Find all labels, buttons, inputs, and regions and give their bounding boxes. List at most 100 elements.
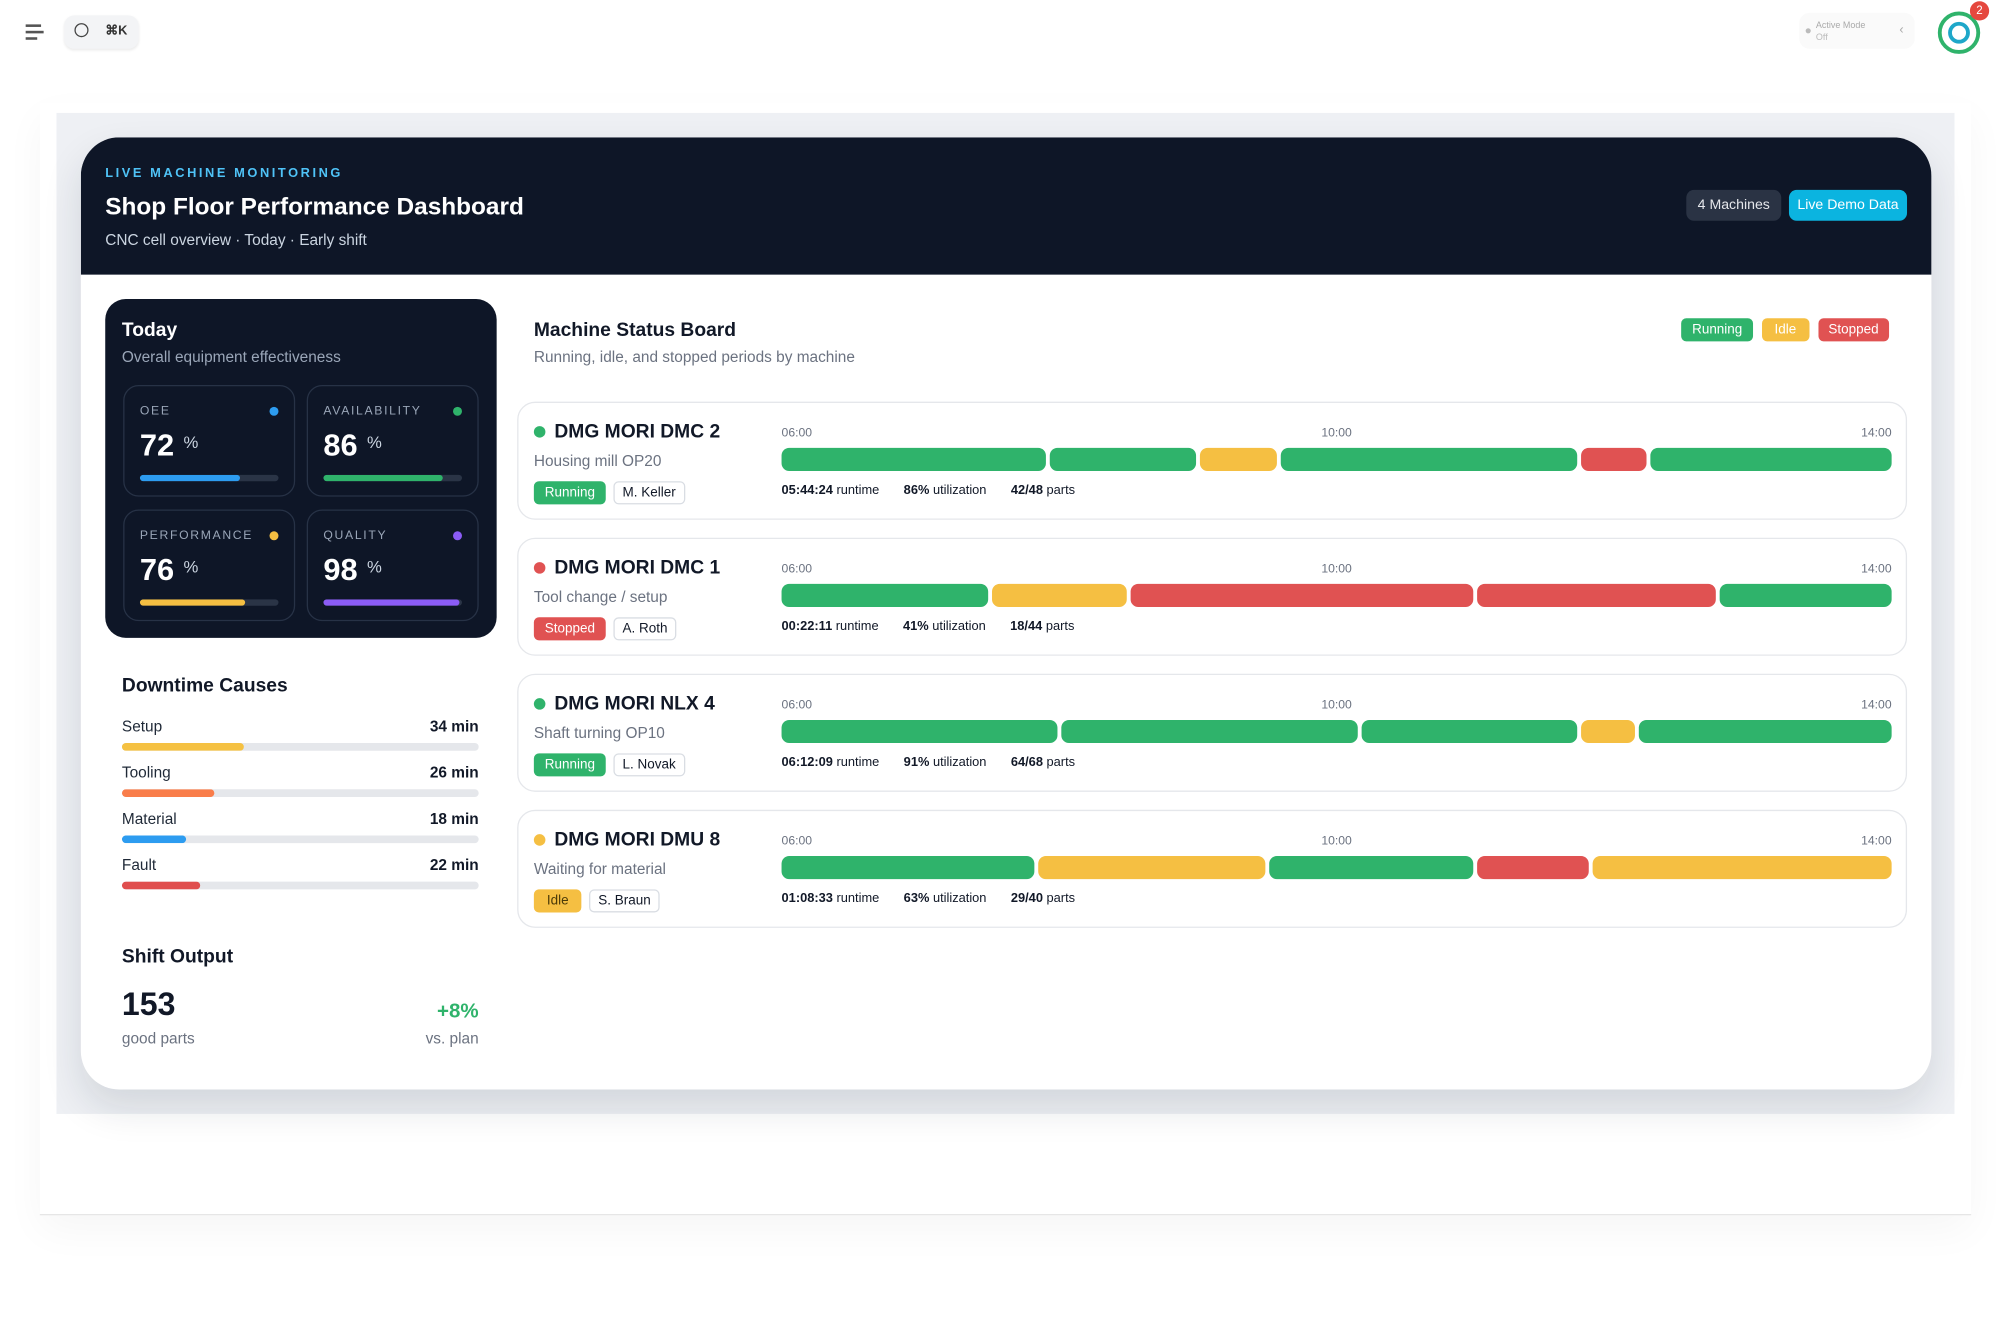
timeline-segment [1199, 447, 1277, 471]
kpi-label: AVAILABILITY [323, 404, 422, 419]
stats: 00:22:11 runtime 41% utilization 18/44 par… [782, 619, 1075, 634]
stats: 01:08:33 runtime 63% utilization 29/40 par… [782, 893, 1076, 906]
stat: 05:44:24 runtime [782, 484, 880, 498]
stat-label: runtime [836, 755, 880, 770]
kpi-unit: % [183, 432, 199, 452]
stat-label: utilization [932, 755, 987, 770]
status-dot [533, 698, 546, 710]
stat-label: parts [1045, 619, 1075, 634]
downtime-unit: min [451, 763, 479, 782]
notification-badge: 2 [1969, 1, 1990, 21]
kpi-unit: % [183, 556, 199, 577]
downtime-bar [121, 743, 244, 751]
stats: 05:44:24 runtime 86% utilization 42/48 par… [782, 483, 1076, 498]
mode-label: Active Mode [1815, 21, 1866, 31]
title: Shop Floor Performance Dashboard [105, 193, 524, 221]
frame [39, 103, 1972, 1216]
operator-pill: M. Keller [613, 481, 685, 505]
kpi-value: 98 [323, 553, 358, 588]
output-title: Shift Output [121, 945, 234, 968]
machine-name: DMG MORI NLX 4 [554, 692, 715, 715]
kpi-dot [269, 531, 279, 541]
time-tick: 14:00 [1861, 834, 1892, 849]
kpi-bar [139, 474, 240, 482]
operation: Tool change / setup [533, 587, 668, 606]
status-pill: Running [533, 481, 606, 505]
timeline-segment [1477, 583, 1717, 608]
mode-toggle[interactable]: Active Mode Off ‹ [1799, 12, 1915, 49]
output-value: 153 [121, 986, 176, 1023]
kpi-tile: AVAILABILITY 86% [306, 384, 479, 497]
shortcut: ⌘K [105, 24, 128, 39]
downtime-value: 34 min [430, 719, 479, 734]
time-tick: 06:00 [781, 698, 813, 713]
badge: Live Demo Data [1788, 189, 1908, 221]
kpi-label: OEE [139, 404, 171, 419]
downtime-label: Setup [121, 717, 163, 736]
stat: 00:22:11 runtime [782, 620, 879, 634]
stat-value: 86% [903, 483, 930, 498]
stat-value: 00:22:11 [781, 619, 833, 634]
stat: 64/68 parts [1011, 756, 1075, 770]
timeline-segment [1049, 447, 1196, 471]
kpi-value: 72 [139, 428, 175, 464]
menu-line [25, 37, 38, 40]
machine-name: DMG MORI DMC 2 [554, 420, 721, 443]
downtime-value: 18 min [430, 811, 479, 826]
time-tick: 14:00 [1861, 562, 1892, 577]
badge: 4 Machines [1686, 189, 1782, 221]
timeline-segment [1581, 447, 1647, 471]
machine-card: DMG MORI DMC 1 Tool change / setup Stopped… [517, 537, 1908, 656]
stat: 01:08:33 runtime [782, 892, 880, 906]
operator-pill: A. Roth [613, 617, 677, 641]
stat-label: runtime [836, 891, 880, 907]
downtime-bar [121, 789, 215, 797]
time-tick: 10:00 [1321, 834, 1352, 849]
kpi-dot [269, 406, 279, 416]
today-title: Today [121, 319, 178, 342]
timeline-segment [1720, 583, 1892, 608]
board-subtitle: Running, idle, and stopped periods by ma… [533, 347, 855, 366]
status-dot [533, 562, 546, 574]
downtime-track [121, 789, 479, 797]
downtime-title: Downtime Causes [121, 675, 288, 697]
kpi-unit: % [367, 432, 382, 452]
today-subtitle: Overall equipment effectiveness [121, 347, 341, 366]
status-pill: Stopped [533, 617, 606, 641]
menu-line [25, 24, 42, 27]
downtime-number: 26 [429, 763, 447, 782]
timeline-segment [1269, 855, 1474, 880]
stat: 63% utilization [904, 892, 987, 906]
search-button[interactable]: ⌘K [64, 15, 139, 49]
stat-label: utilization [932, 891, 987, 907]
eyebrow: LIVE MACHINE MONITORING [105, 166, 343, 181]
kpi-bar [323, 599, 460, 606]
stat-label: parts [1046, 891, 1076, 907]
menu-button[interactable] [25, 23, 47, 41]
kpi-tile: QUALITY 98% [306, 509, 479, 622]
kpi-dot [453, 406, 462, 416]
timeline-segment [1639, 719, 1892, 744]
stat: 29/40 parts [1011, 892, 1075, 906]
downtime-number: 18 [429, 809, 447, 828]
timeline-segment [991, 583, 1127, 608]
timeline-segment [781, 583, 988, 608]
stat-label: runtime [836, 483, 880, 498]
time-tick: 14:00 [1861, 698, 1892, 713]
timeline-segment [1130, 583, 1474, 608]
status-dot [533, 426, 546, 438]
downtime-label: Material [121, 809, 177, 828]
stat: 18/44 parts [1010, 620, 1074, 634]
stat: 91% utilization [904, 756, 987, 770]
downtime-track [121, 835, 479, 844]
mode-dot [1805, 28, 1811, 34]
stat: 06:12:09 runtime [782, 756, 880, 770]
operation: Waiting for material [533, 859, 666, 878]
time-tick: 10:00 [1321, 426, 1352, 441]
kpi-track [323, 599, 462, 606]
stat-value: 91% [903, 755, 930, 770]
today-card: Today Overall equipment effectiveness OE… [105, 299, 497, 638]
stat-label: utilization [932, 619, 986, 634]
kpi-unit: % [367, 556, 382, 577]
